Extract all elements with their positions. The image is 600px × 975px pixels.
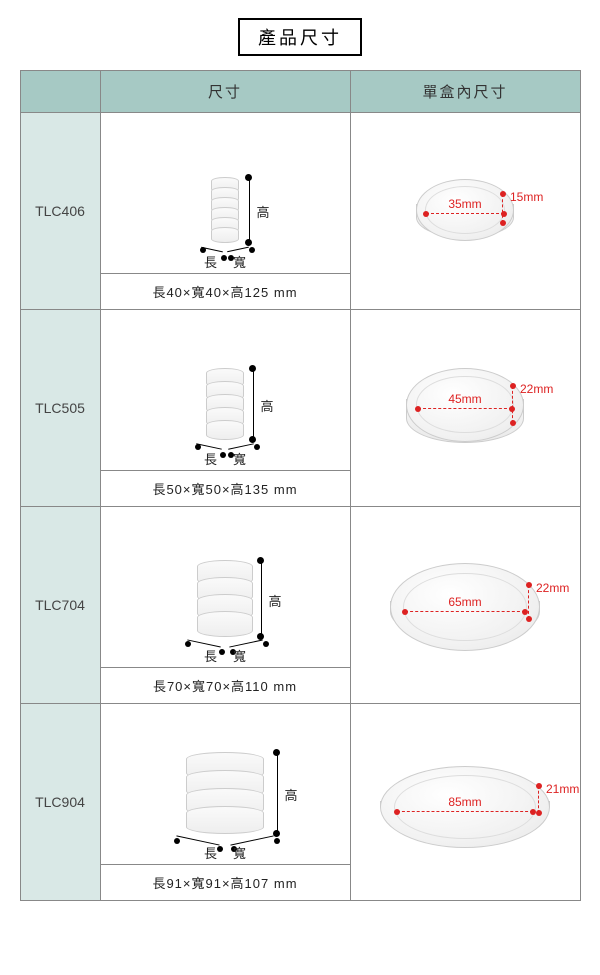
- inner-cell: 65mm 22mm: [350, 507, 580, 704]
- page-title-text: 產品尺寸: [238, 18, 362, 56]
- size-cell: 高長寬長50×寬50×高135 mm: [100, 310, 350, 507]
- height-indicator: [253, 368, 254, 440]
- stack-diagram: [186, 756, 264, 834]
- product-id: TLC704: [20, 507, 100, 704]
- height-indicator: [277, 752, 278, 834]
- size-cell: 高長寬長91×寬91×高107 mm: [100, 704, 350, 901]
- stack-diagram: [206, 372, 244, 440]
- size-cell: 高長寬長40×寬40×高125 mm: [100, 113, 350, 310]
- height-label: 高: [285, 785, 298, 804]
- spec-table: 尺寸 單盒內尺寸 TLC406高長寬長40×寬40×高125 mm35mm15m…: [20, 70, 581, 901]
- height-label: 高: [257, 202, 270, 221]
- dimension-text: 長70×寬70×高110 mm: [101, 667, 350, 703]
- product-id: TLC406: [20, 113, 100, 310]
- depth-label: 22mm: [520, 382, 553, 396]
- product-id: TLC904: [20, 704, 100, 901]
- diameter-label: 35mm: [448, 197, 481, 211]
- product-id: TLC505: [20, 310, 100, 507]
- container-diagram: 35mm15mm: [416, 179, 514, 244]
- size-cell: 高長寬長70×寬70×高110 mm: [100, 507, 350, 704]
- container-diagram: 65mm22mm: [390, 563, 540, 647]
- height-indicator: [261, 560, 262, 637]
- depth-label: 22mm: [536, 581, 569, 595]
- header-inner: 單盒內尺寸: [350, 71, 580, 113]
- dimension-text: 長50×寬50×高135 mm: [101, 470, 350, 506]
- header-size: 尺寸: [100, 71, 350, 113]
- stack-diagram: [211, 181, 239, 243]
- page-title: 產品尺寸: [0, 0, 600, 70]
- header-blank: [20, 71, 100, 113]
- lw-labels: 長寬: [204, 252, 246, 271]
- container-diagram: 85mm21mm: [380, 766, 550, 839]
- depth-label: 15mm: [510, 190, 543, 204]
- depth-label: 21mm: [546, 782, 579, 796]
- inner-cell: 85mm 21mm: [350, 704, 580, 901]
- lw-labels: 長寬: [204, 646, 246, 665]
- inner-cell: 45mm 22mm: [350, 310, 580, 507]
- stack-diagram: [197, 564, 253, 637]
- diameter-label: 65mm: [448, 595, 481, 609]
- diameter-label: 85mm: [448, 795, 481, 809]
- diameter-label: 45mm: [448, 392, 481, 406]
- height-label: 高: [261, 396, 274, 415]
- height-label: 高: [269, 591, 282, 610]
- height-indicator: [249, 177, 250, 243]
- dimension-text: 長91×寬91×高107 mm: [101, 864, 350, 900]
- container-diagram: 45mm22mm: [406, 368, 524, 449]
- lw-labels: 長寬: [204, 449, 246, 468]
- dimension-text: 長40×寬40×高125 mm: [101, 273, 350, 309]
- inner-cell: 35mm 15mm: [350, 113, 580, 310]
- lw-labels: 長寬: [204, 843, 246, 862]
